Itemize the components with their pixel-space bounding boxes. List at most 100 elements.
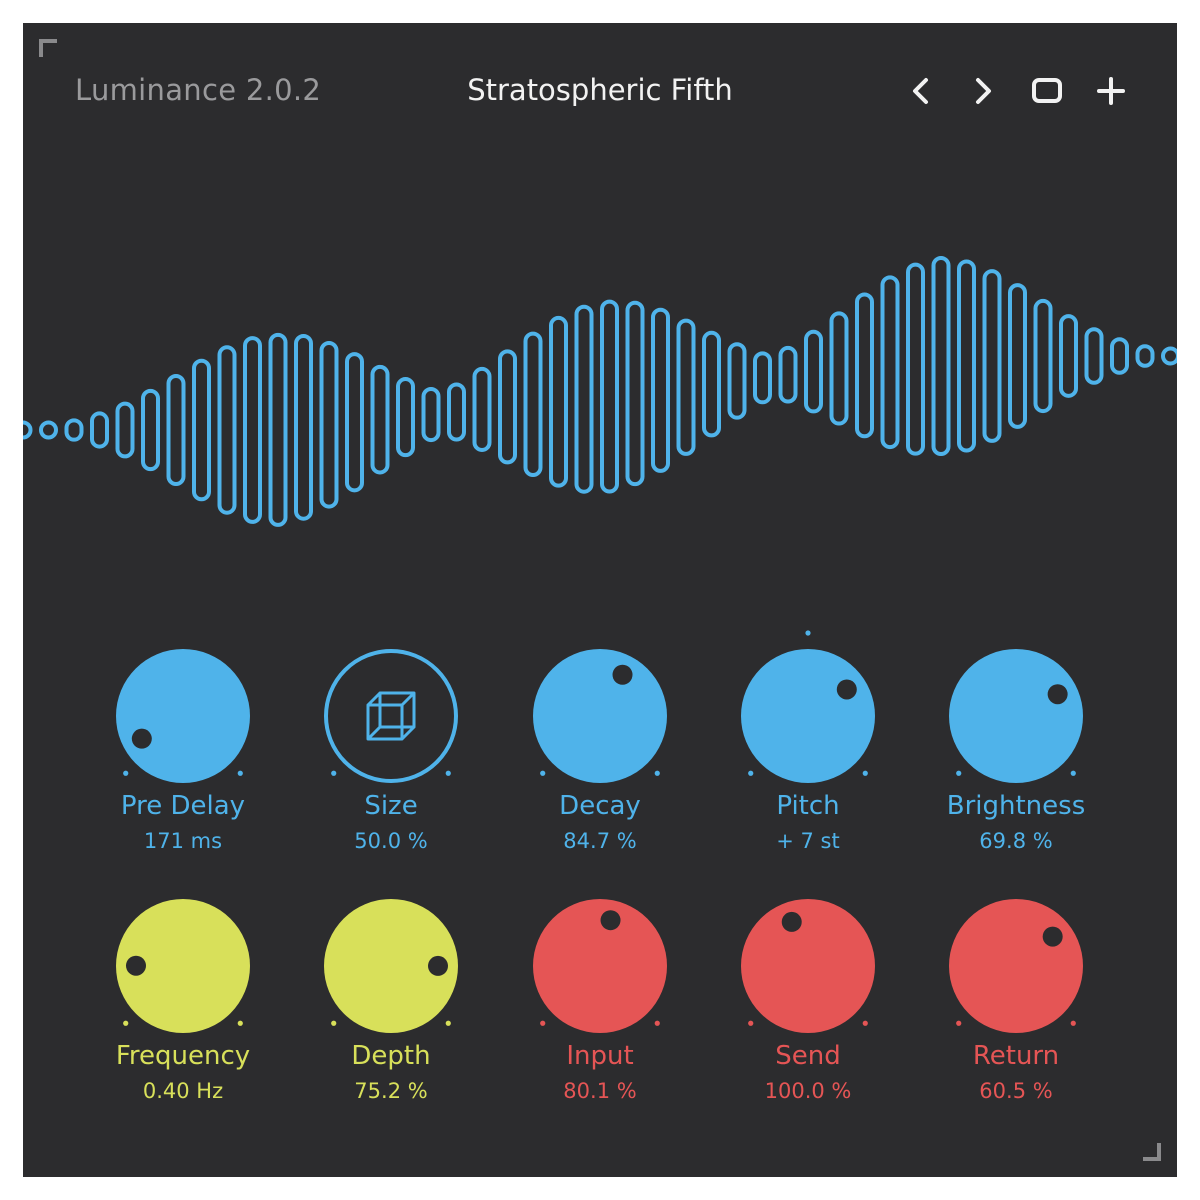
waveform-bar (931, 256, 951, 456)
waveform-bar (523, 331, 543, 478)
plus-icon (1097, 77, 1125, 105)
knob-body (949, 899, 1083, 1033)
knob-body (741, 649, 875, 783)
knob-depth-value[interactable]: 75.2 % (354, 1079, 428, 1103)
waveform-bar (804, 329, 823, 414)
waveform-bar (855, 292, 874, 439)
waveform-bar (906, 262, 925, 456)
waveform-bar (1008, 283, 1027, 429)
resize-handle-icon[interactable] (1143, 1143, 1161, 1161)
waveform-bar (294, 333, 313, 521)
range-max-dot (1070, 1020, 1076, 1026)
cube-icon (366, 691, 416, 741)
knob-size[interactable]: Size 50.0 % (291, 643, 491, 873)
knob-decay[interactable]: Decay 84.7 % (500, 643, 700, 873)
knob-input[interactable]: Input 80.1 % (500, 893, 700, 1123)
knob-body (324, 899, 458, 1033)
plugin-window: Luminance 2.0.2 Stratospheric Fifth Pre … (23, 23, 1177, 1177)
waveform-bar (549, 315, 568, 488)
knob-indicator (781, 911, 802, 932)
range-min-dot (956, 1020, 962, 1026)
knob-pitch-dial[interactable] (735, 630, 881, 789)
range-min-dot (331, 770, 337, 776)
knob-brightness-label: Brightness (946, 791, 1086, 821)
knob-pitch-label: Pitch (776, 791, 840, 821)
knob-decay-label: Decay (559, 791, 641, 821)
knob-frequency-value[interactable]: 0.40 Hz (142, 1079, 224, 1103)
prev-preset-button[interactable] (899, 71, 943, 111)
knob-depth[interactable]: Depth 75.2 % (291, 893, 491, 1123)
app-title: Luminance 2.0.2 (75, 73, 322, 107)
knob-indicator (600, 910, 621, 931)
knob-indicator (126, 955, 147, 976)
knob-frequency[interactable]: Frequency 0.40 Hz (83, 893, 283, 1123)
knob-brightness-value[interactable]: 69.8 % (979, 829, 1053, 853)
range-max-dot (237, 770, 243, 776)
knob-indicator (612, 664, 633, 685)
save-preset-button[interactable] (1025, 71, 1069, 111)
preset-name[interactable]: Stratospheric Fifth (467, 73, 733, 107)
knob-brightness[interactable]: Brightness 69.8 % (916, 643, 1116, 873)
waveform-bar (217, 345, 237, 515)
range-min-dot (540, 1020, 546, 1026)
knob-body (949, 649, 1083, 783)
waveform-bar (753, 351, 772, 405)
knob-pitch-value[interactable]: + 7 st (776, 829, 840, 853)
knob-pre-delay-value[interactable]: 171 ms (143, 829, 223, 853)
range-max-dot (445, 770, 451, 776)
knob-size-label: Size (364, 791, 418, 821)
knob-depth-dial[interactable] (318, 893, 464, 1039)
knob-send-dial[interactable] (735, 893, 881, 1039)
knob-input-dial[interactable] (527, 893, 673, 1039)
waveform-bar (651, 307, 670, 473)
chevron-left-icon (913, 78, 928, 104)
waveform-bar (268, 332, 288, 527)
knob-send[interactable]: Send 100.0 % (708, 893, 908, 1123)
waveform-bar (370, 364, 390, 475)
waveform-bar (957, 259, 976, 453)
range-min-dot (331, 1020, 337, 1026)
next-preset-button[interactable] (961, 71, 1005, 111)
waveform-bar (982, 269, 1002, 443)
range-max-dot (1070, 770, 1076, 776)
waveform-bar (39, 420, 58, 440)
waveform-bar (829, 311, 849, 426)
waveform-bar (23, 420, 33, 440)
add-preset-button[interactable] (1089, 71, 1133, 111)
knob-decay-dial[interactable] (527, 643, 673, 789)
knob-return-label: Return (972, 1041, 1060, 1071)
knob-pre-delay[interactable]: Pre Delay 171 ms (83, 643, 283, 873)
waveform-bar (1033, 298, 1053, 414)
knob-size-dial[interactable] (318, 643, 464, 789)
knob-pitch[interactable]: Pitch + 7 st (708, 630, 908, 873)
range-min-dot (956, 770, 962, 776)
waveform-bar (1135, 344, 1155, 368)
range-min-dot (748, 770, 754, 776)
knob-decay-value[interactable]: 84.7 % (563, 829, 637, 853)
waveform-bar (319, 341, 339, 509)
range-min-dot (540, 770, 546, 776)
knob-pre-delay-label: Pre Delay (120, 791, 246, 821)
waveform-bar (1084, 327, 1104, 385)
knob-frequency-dial[interactable] (110, 893, 256, 1039)
range-max-dot (445, 1020, 451, 1026)
range-max-dot (237, 1020, 243, 1026)
knob-send-value[interactable]: 100.0 % (764, 1079, 852, 1103)
range-max-dot (654, 770, 660, 776)
waveform-display (23, 256, 1177, 527)
knob-size-value[interactable]: 50.0 % (354, 829, 428, 853)
knob-return[interactable]: Return 60.5 % (916, 893, 1116, 1123)
center-mark-dot (805, 630, 811, 636)
knob-input-value[interactable]: 80.1 % (563, 1079, 637, 1103)
knob-return-value[interactable]: 60.5 % (979, 1079, 1053, 1103)
waveform-bar (421, 387, 441, 443)
knob-body (116, 649, 250, 783)
knob-frequency-label: Frequency (115, 1041, 251, 1071)
waveform-bar (192, 358, 211, 502)
waveform-bar (243, 336, 262, 524)
knob-return-dial[interactable] (943, 893, 1089, 1039)
waveform-bar (90, 411, 109, 449)
waveform-bar (1110, 337, 1129, 375)
knob-pre-delay-dial[interactable] (110, 643, 256, 789)
knob-brightness-dial[interactable] (943, 643, 1089, 789)
